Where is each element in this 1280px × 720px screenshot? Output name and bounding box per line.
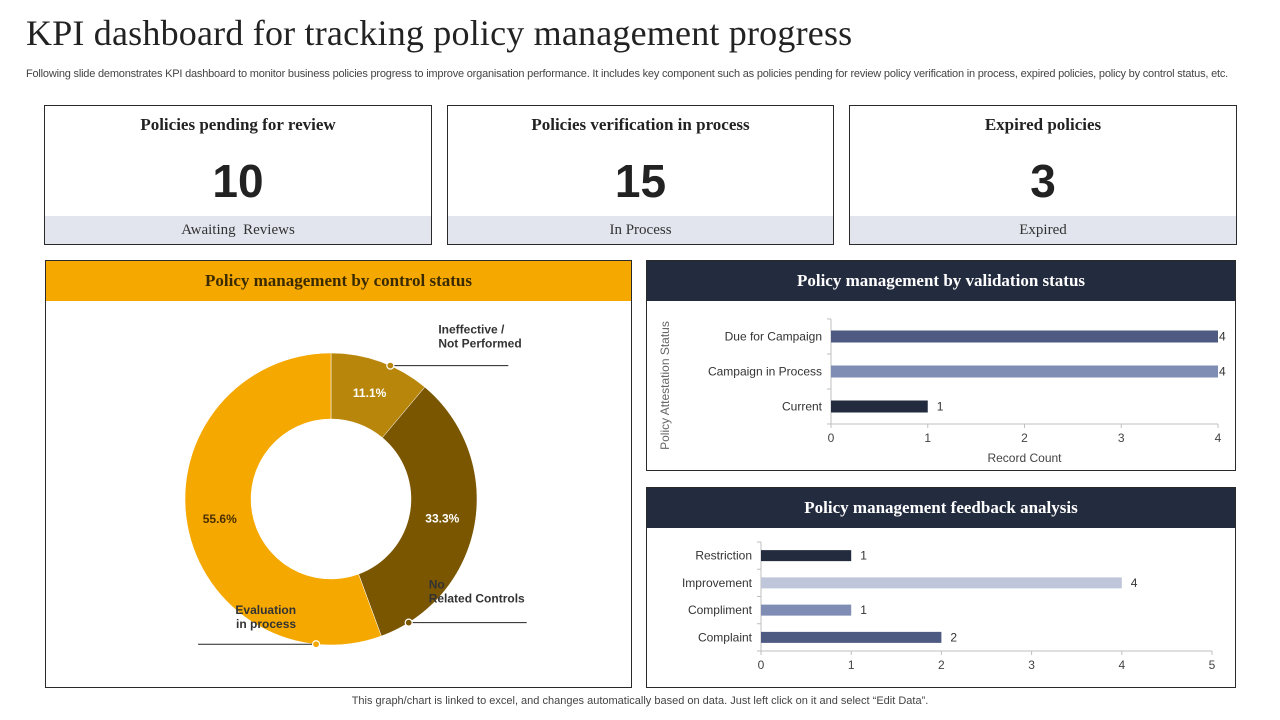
bar[interactable]: [831, 400, 928, 413]
bar[interactable]: [831, 330, 1218, 343]
feedback-panel: Policy management feedback analysis 0 1 2 3…: [646, 487, 1236, 688]
panel-title: Policy management by control status: [46, 261, 631, 301]
donut-slice[interactable]: [358, 386, 478, 637]
bar[interactable]: [831, 365, 1218, 378]
x-tick-label: 0: [828, 431, 835, 445]
kpi-card-expired: Expired policies 3 Expired: [849, 105, 1237, 245]
bar[interactable]: [761, 604, 852, 616]
data-label: 4: [1219, 365, 1226, 379]
page-title: KPI dashboard for tracking policy manage…: [26, 13, 853, 53]
x-tick-label: 1: [848, 658, 855, 672]
bar[interactable]: [761, 577, 1122, 589]
data-label: 1: [860, 549, 867, 563]
kpi-title: Policies verification in process: [531, 115, 750, 134]
kpi-value: 10: [212, 155, 264, 207]
category-label: Due for Campaign: [725, 330, 822, 344]
category-label: Complaint: [698, 630, 753, 644]
slice-label: in process: [236, 617, 296, 631]
data-label: 1: [860, 603, 867, 617]
kpi-value: 15: [614, 155, 667, 207]
validation-bar-chart[interactable]: 0 1 2 3 4 Due for Campaign 4 Campaign in Proces…: [647, 261, 1235, 470]
callout-dot: [404, 618, 413, 627]
kpi-footer: Expired: [850, 216, 1236, 244]
data-label: 2: [950, 630, 957, 644]
kpi-card-pending: Policies pending for review 10 Awaiting …: [44, 105, 432, 245]
x-tick-label: 1: [924, 431, 931, 445]
control-status-panel: Policy management by control status 11.1…: [45, 260, 632, 688]
slice-label: Related Controls: [429, 592, 525, 606]
slice-percent-label: 33.3%: [425, 511, 459, 525]
panel-title: Policy management by validation status: [647, 261, 1235, 301]
feedback-bar-chart[interactable]: 0 1 2 3 4 5 Restriction 1 Improvement 4 Compliment…: [647, 488, 1235, 687]
data-label: 1: [937, 400, 944, 414]
x-tick-label: 5: [1209, 658, 1216, 672]
kpi-title: Policies pending for review: [140, 115, 336, 134]
panel-title: Policy management feedback analysis: [647, 488, 1235, 528]
x-tick-label: 2: [1021, 431, 1028, 445]
category-label: Campaign in Process: [708, 365, 822, 379]
donut-slice[interactable]: [184, 352, 382, 646]
y-axis-title: Policy Attestation Status: [658, 321, 672, 450]
callout-dot: [386, 361, 395, 370]
category-label: Current: [782, 400, 823, 414]
x-axis-title: Record Count: [987, 451, 1062, 465]
slice-label: No: [429, 578, 445, 592]
bar[interactable]: [761, 631, 942, 643]
x-tick-label: 3: [1118, 431, 1125, 445]
kpi-value: 3: [1030, 155, 1056, 207]
donut-chart[interactable]: 11.1% Ineffective /Not Performed 33.3% NoRe…: [46, 261, 631, 687]
kpi-card-verification: Policies verification in process 15 In P…: [447, 105, 834, 245]
slice-label: Evaluation: [235, 603, 296, 617]
x-tick-label: 3: [1028, 658, 1035, 672]
page-subtitle: Following slide demonstrates KPI dashboa…: [26, 68, 1229, 80]
x-tick-label: 2: [938, 658, 945, 672]
data-label: 4: [1219, 330, 1226, 344]
category-label: Improvement: [682, 576, 753, 590]
slice-label: Ineffective /: [438, 323, 505, 337]
slice-percent-label: 55.6%: [203, 512, 237, 526]
x-tick-label: 4: [1118, 658, 1125, 672]
category-label: Compliment: [688, 603, 753, 617]
slice-label: Not Performed: [438, 337, 521, 351]
category-label: Restriction: [695, 549, 752, 563]
callout-dot: [311, 640, 321, 649]
kpi-footer: Awaiting Reviews: [45, 216, 431, 244]
footer-note: This graph/chart is linked to excel, and…: [351, 695, 929, 707]
kpi-footer: In Process: [448, 216, 833, 244]
bar[interactable]: [761, 550, 852, 562]
slice-percent-label: 11.1%: [353, 386, 387, 400]
validation-status-panel: Policy management by validation status 0…: [646, 260, 1236, 471]
x-tick-label: 0: [758, 658, 765, 672]
data-label: 4: [1131, 576, 1138, 590]
x-tick-label: 4: [1215, 431, 1222, 445]
kpi-title: Expired policies: [984, 115, 1102, 134]
